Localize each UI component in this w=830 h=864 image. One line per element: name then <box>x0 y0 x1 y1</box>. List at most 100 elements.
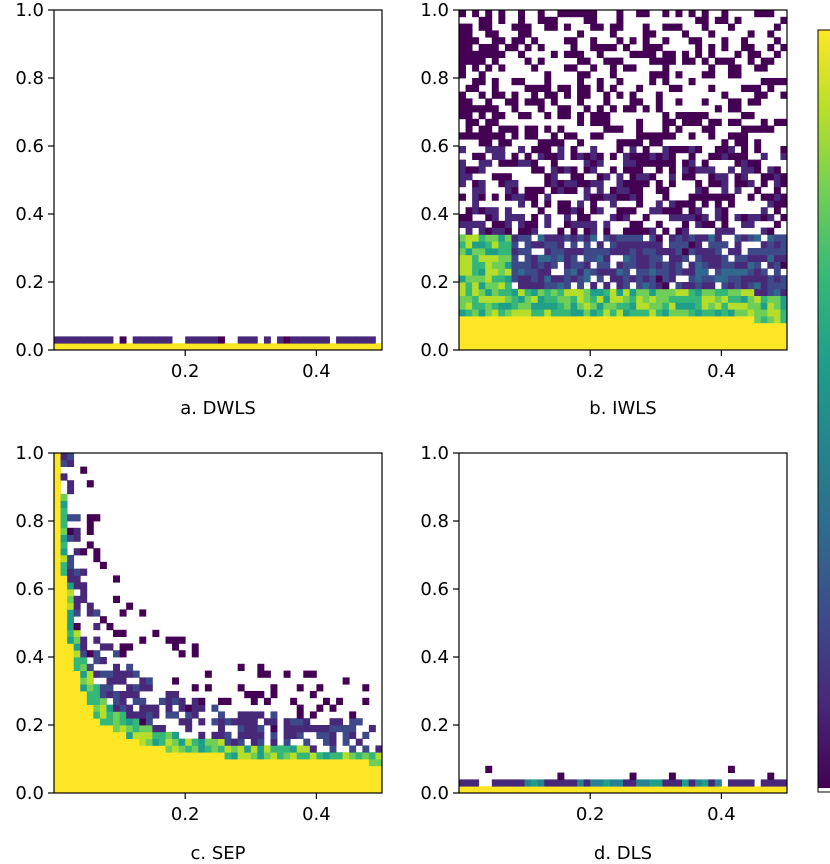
heatmap-cell <box>478 91 486 99</box>
heatmap-cell <box>577 180 585 188</box>
heatmap-cell <box>649 288 657 296</box>
heatmap-cell <box>727 105 735 113</box>
heatmap-cell <box>668 295 676 303</box>
heatmap-cell <box>760 207 768 215</box>
heatmap-cell <box>557 302 565 310</box>
heatmap-cell <box>629 254 637 262</box>
heatmap-cell <box>498 779 506 787</box>
heatmap-cell <box>642 261 650 269</box>
heatmap-cell <box>570 10 578 18</box>
heatmap-cell <box>485 322 493 330</box>
heatmap-cell <box>518 316 525 324</box>
heatmap-cell <box>682 173 689 181</box>
heatmap-cell <box>741 288 749 296</box>
heatmap-cell <box>511 254 519 262</box>
heatmap-cell <box>139 779 147 787</box>
heatmap-cell <box>349 343 357 351</box>
heatmap-cell <box>191 343 199 351</box>
heatmap-cell <box>491 146 499 154</box>
heatmap-cell <box>277 745 284 753</box>
heatmap-cell <box>465 37 473 45</box>
panel-c: 0.00.20.40.60.81.00.2 0.4 c. SEP <box>15 443 383 864</box>
heatmap-cell <box>531 254 539 262</box>
panel-c-heatmap-cells <box>54 453 383 794</box>
heatmap-cell <box>563 220 571 228</box>
y-tick-label: 0.2 <box>15 272 44 293</box>
heatmap-cell <box>623 214 630 222</box>
heatmap-cell <box>459 322 466 330</box>
heatmap-cell <box>459 112 466 120</box>
heatmap-cell <box>465 779 473 787</box>
heatmap-cell <box>459 261 466 269</box>
heatmap-cell <box>511 779 519 787</box>
heatmap-cell <box>623 786 630 794</box>
heatmap-cell <box>754 214 762 222</box>
heatmap-cell <box>80 711 88 719</box>
heatmap-cell <box>54 589 61 597</box>
heatmap-cell <box>688 309 696 317</box>
heatmap-cell <box>113 704 120 712</box>
heatmap-cell <box>106 643 114 651</box>
panel-b-caption: b. IWLS <box>589 398 656 419</box>
heatmap-cell <box>714 180 722 188</box>
heatmap-cell <box>198 738 206 746</box>
heatmap-cell <box>491 302 499 310</box>
heatmap-cell <box>557 152 565 160</box>
heatmap-cell <box>767 343 775 351</box>
heatmap-cell <box>518 302 525 310</box>
heatmap-cell <box>211 752 219 760</box>
heatmap-cell <box>504 227 512 235</box>
heatmap-cell <box>504 786 512 794</box>
heatmap-cell <box>767 166 775 174</box>
heatmap-cell <box>106 677 114 685</box>
heatmap-cell <box>708 180 716 188</box>
heatmap-cell <box>504 139 512 147</box>
heatmap-cell <box>459 50 466 58</box>
heatmap-cell <box>780 779 788 787</box>
heatmap-cell <box>767 214 775 222</box>
heatmap-cell <box>73 548 81 556</box>
heatmap-cell <box>603 57 611 65</box>
heatmap-cell <box>557 84 565 92</box>
heatmap-cell <box>296 718 304 726</box>
heatmap-cell <box>570 268 578 276</box>
heatmap-cell <box>518 261 525 269</box>
heatmap-cell <box>86 725 94 733</box>
heatmap-cell <box>734 152 742 160</box>
heatmap-cell <box>583 309 591 317</box>
heatmap-cell <box>511 268 519 276</box>
heatmap-cell <box>211 731 219 739</box>
heatmap-cell <box>616 180 624 188</box>
heatmap-cell <box>773 329 781 337</box>
heatmap-cell <box>342 779 350 787</box>
heatmap-cell <box>570 146 578 154</box>
heatmap-cell <box>472 193 480 201</box>
heatmap-cell <box>465 268 473 276</box>
heatmap-cell <box>623 248 630 256</box>
heatmap-cell <box>524 152 532 160</box>
heatmap-cell <box>132 772 140 780</box>
heatmap-cell <box>623 288 630 296</box>
heatmap-cell <box>695 220 703 228</box>
heatmap-cell <box>623 159 630 167</box>
heatmap-cell <box>491 193 499 201</box>
heatmap-cell <box>368 779 376 787</box>
y-tick-label: 0.8 <box>420 511 449 532</box>
heatmap-cell <box>491 261 499 269</box>
heatmap-cell <box>714 227 722 235</box>
heatmap-cell <box>596 295 604 303</box>
heatmap-cell <box>741 180 749 188</box>
heatmap-cell <box>204 759 212 767</box>
heatmap-cell <box>734 118 742 126</box>
heatmap-cell <box>158 765 166 773</box>
heatmap-cell <box>465 309 473 317</box>
heatmap-cell <box>767 309 775 317</box>
heatmap-cell <box>459 37 466 45</box>
heatmap-cell <box>478 105 486 113</box>
heatmap-cell <box>86 336 94 344</box>
heatmap-cell <box>152 772 160 780</box>
heatmap-cell <box>270 772 278 780</box>
heatmap-cell <box>734 282 742 290</box>
heatmap-cell <box>478 254 486 262</box>
heatmap-cell <box>172 711 180 719</box>
